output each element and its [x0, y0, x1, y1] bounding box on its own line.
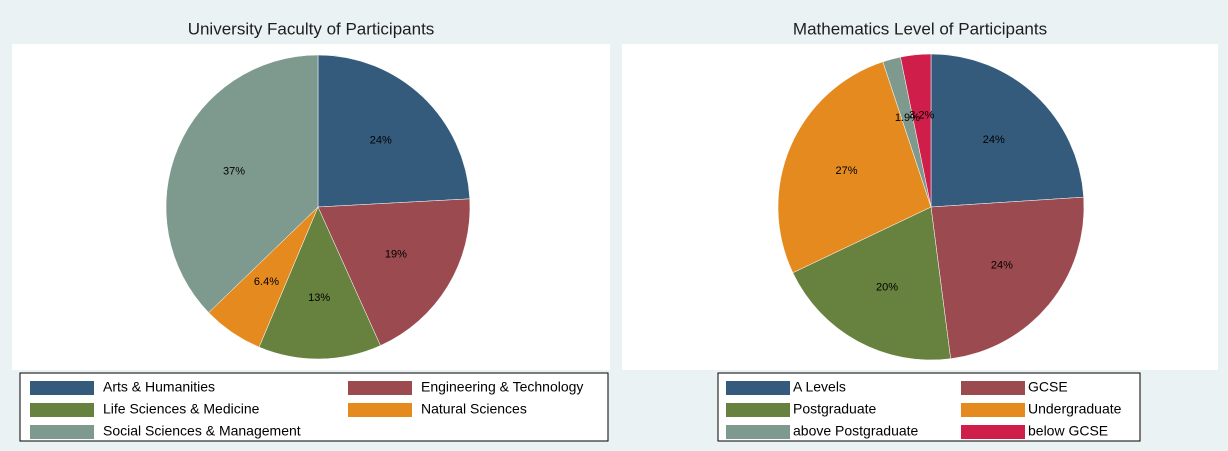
legend-label: A Levels: [793, 379, 846, 395]
legend-swatch: [348, 403, 412, 417]
data-label: 24%: [991, 259, 1013, 271]
data-label: 1.9%: [895, 112, 920, 124]
legend-label: Social Sciences & Management: [103, 423, 301, 439]
legend-swatch: [348, 381, 412, 395]
chart-title: Mathematics Level of Participants: [793, 19, 1047, 38]
legend-swatch: [726, 381, 790, 395]
legend-swatch: [726, 425, 790, 439]
pie-slice: [792, 206, 951, 361]
legend-label: Undergraduate: [1028, 401, 1122, 417]
data-label: 24%: [983, 134, 1005, 146]
pie-slice: [930, 196, 1085, 360]
pie-slice: [258, 206, 381, 360]
data-label: 37%: [223, 165, 245, 177]
pie-slice: [317, 198, 471, 346]
chart-title: University Faculty of Participants: [188, 19, 435, 38]
legend-label: GCSE: [1028, 379, 1068, 395]
legend-swatch: [30, 425, 94, 439]
legend-label: Life Sciences & Medicine: [103, 401, 260, 417]
pie-slice: [930, 53, 1084, 208]
data-label: 20%: [876, 282, 898, 294]
pie-slice: [777, 61, 932, 274]
legend-label: above Postgraduate: [793, 423, 919, 439]
legend-label: Engineering & Technology: [421, 379, 583, 395]
pie-slice: [900, 53, 932, 208]
data-label: 13%: [308, 292, 330, 304]
data-label: 27%: [836, 165, 858, 177]
pie-slice: [317, 54, 471, 208]
legend-label: below GCSE: [1028, 423, 1108, 439]
legend-label: Arts & Humanities: [103, 379, 215, 395]
legend-swatch: [961, 425, 1025, 439]
legend-swatch: [961, 381, 1025, 395]
legend-box: [19, 372, 609, 442]
legend-label: Natural Sciences: [421, 401, 527, 417]
legend-label: Postgraduate: [793, 401, 876, 417]
data-label: 19%: [385, 248, 407, 260]
data-label: 24%: [370, 135, 392, 147]
data-label: 6.4%: [254, 276, 279, 288]
legend-swatch: [961, 403, 1025, 417]
legend-swatch: [30, 381, 94, 395]
legend-swatch: [726, 403, 790, 417]
data-label: 3.2%: [909, 110, 934, 122]
legend-swatch: [30, 403, 94, 417]
pie-slice: [165, 54, 319, 313]
